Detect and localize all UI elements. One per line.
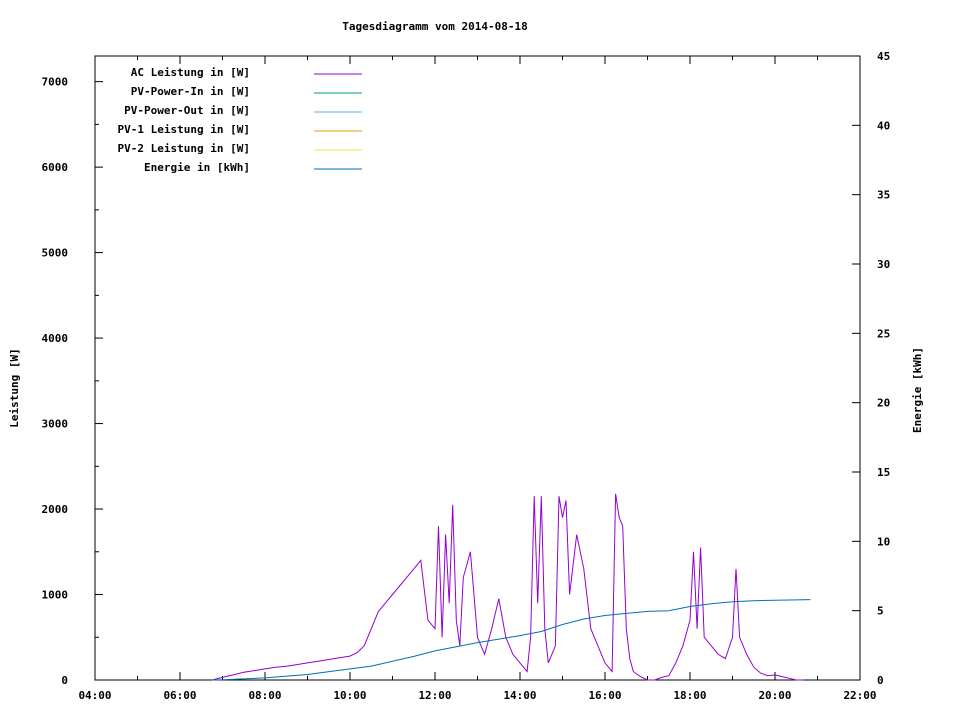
x-tick-label: 10:00 — [333, 689, 366, 702]
y2-axis-ticks: 0 5 10 15 20 25 30 35 40 45 — [852, 50, 890, 687]
y-tick-label: 1000 — [42, 589, 69, 602]
y2-tick-label: 5 — [877, 605, 884, 618]
x-tick-label: 22:00 — [843, 689, 876, 702]
y2-tick-label: 30 — [877, 258, 890, 271]
y2-tick-label: 20 — [877, 397, 890, 410]
series-line-0 — [211, 493, 804, 681]
y-tick-label: 3000 — [42, 418, 69, 431]
chart-title: Tagesdiagramm vom 2014-08-18 — [342, 20, 527, 33]
y-tick-label: 5000 — [42, 247, 69, 260]
legend-label: PV-2 Leistung in [W] — [118, 142, 250, 155]
y2-tick-label: 0 — [877, 674, 884, 687]
legend-label: PV-1 Leistung in [W] — [118, 123, 250, 136]
y2-tick-label: 40 — [877, 119, 890, 132]
y2-tick-label: 35 — [877, 189, 890, 202]
x-tick-label: 20:00 — [758, 689, 791, 702]
legend-label: PV-Power-Out in [W] — [124, 104, 250, 117]
y-tick-label: 4000 — [42, 332, 69, 345]
y2-tick-label: 45 — [877, 50, 890, 63]
y-tick-label: 7000 — [42, 76, 69, 89]
x-tick-label: 14:00 — [503, 689, 536, 702]
series-line-5 — [211, 599, 811, 681]
legend-label: AC Leistung in [W] — [131, 66, 250, 79]
legend: AC Leistung in [W] PV-Power-In in [W] PV-P… — [118, 66, 362, 174]
x-tick-label: 04:00 — [78, 689, 111, 702]
x-tick-label: 06:00 — [163, 689, 196, 702]
y-tick-label: 6000 — [42, 161, 69, 174]
series-lines — [211, 493, 811, 681]
y-axis-ticks: 0 1000 2000 3000 4000 5000 6000 7000 — [42, 76, 103, 687]
y2-axis-label: Energie [kWh] — [911, 347, 924, 433]
y2-tick-label: 25 — [877, 327, 890, 340]
x-axis-ticks: 04:00 06:00 08:00 10:00 12:00 14:00 16:00 18:00… — [78, 56, 877, 702]
y2-tick-label: 10 — [877, 535, 890, 548]
x-tick-label: 12:00 — [418, 689, 451, 702]
y-tick-label: 0 — [61, 674, 68, 687]
legend-label: Energie in [kWh] — [144, 161, 250, 174]
legend-label: PV-Power-In in [W] — [131, 85, 250, 98]
y-axis-label: Leistung [W] — [8, 348, 21, 427]
x-tick-label: 08:00 — [248, 689, 281, 702]
x-tick-label: 16:00 — [588, 689, 621, 702]
y-tick-label: 2000 — [42, 503, 69, 516]
x-tick-label: 18:00 — [673, 689, 706, 702]
y2-tick-label: 15 — [877, 466, 890, 479]
